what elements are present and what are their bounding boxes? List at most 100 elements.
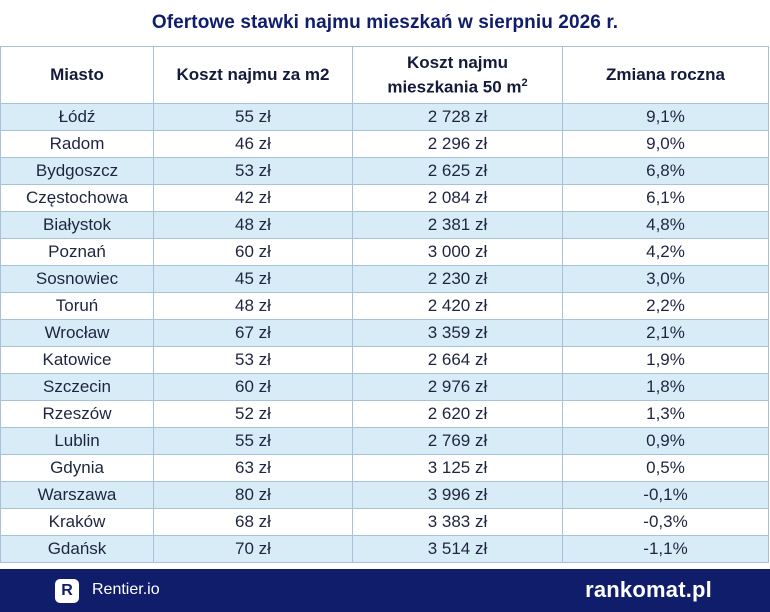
table-body: Łódź 55 zł 2 728 zł 9,1% Radom 46 zł 2 296 zł 9… [0,103,769,563]
cell-cost-flat: 2 620 zł [352,400,563,428]
header-cost-flat: Koszt najmu mieszkania 50 m2 [352,46,563,104]
header-cost-flat-sup: 2 [521,76,528,89]
cell-city: Szczecin [0,373,154,401]
table-row: Katowice 53 zł 2 664 zł 1,9% [0,346,769,374]
table-row: Gdynia 63 zł 3 125 zł 0,5% [0,454,769,482]
table-row: Toruń 48 zł 2 420 zł 2,2% [0,292,769,320]
cell-cost-flat: 3 514 zł [352,535,563,563]
cell-cost-per-m2: 42 zł [153,184,353,212]
cell-annual-change: 9,0% [562,130,769,158]
cell-annual-change: 9,1% [562,103,769,131]
table-row: Białystok 48 zł 2 381 zł 4,8% [0,211,769,239]
cell-cost-flat: 2 296 zł [352,130,563,158]
cell-city: Kraków [0,508,154,536]
cell-cost-per-m2: 63 zł [153,454,353,482]
cell-cost-flat: 2 728 zł [352,103,563,131]
cell-cost-flat: 3 000 zł [352,238,563,266]
cell-cost-flat: 2 976 zł [352,373,563,401]
cell-cost-per-m2: 60 zł [153,238,353,266]
cell-cost-flat: 2 664 zł [352,346,563,374]
table-row: Lublin 55 zł 2 769 zł 0,9% [0,427,769,455]
rent-table: Miasto Koszt najmu za m2 Koszt najmu mie… [0,46,769,563]
cell-city: Gdynia [0,454,154,482]
rentier-logo-icon: R [55,579,79,603]
cell-annual-change: 3,0% [562,265,769,293]
table-row: Kraków 68 zł 3 383 zł -0,3% [0,508,769,536]
cell-city: Warszawa [0,481,154,509]
cell-cost-flat: 2 381 zł [352,211,563,239]
cell-annual-change: 0,9% [562,427,769,455]
cell-cost-flat: 3 359 zł [352,319,563,347]
cell-cost-per-m2: 80 zł [153,481,353,509]
cell-city: Białystok [0,211,154,239]
cell-annual-change: 4,2% [562,238,769,266]
page-title: Ofertowe stawki najmu mieszkań w sierpni… [151,12,619,33]
cell-cost-flat: 2 625 zł [352,157,563,185]
header-city: Miasto [0,46,154,104]
footer-bar: R Rentier.io rankomat.pl [0,569,770,612]
cell-city: Toruń [0,292,154,320]
cell-cost-flat: 2 084 zł [352,184,563,212]
cell-cost-per-m2: 53 zł [153,346,353,374]
table-row: Warszawa 80 zł 3 996 zł -0,1% [0,481,769,509]
cell-cost-per-m2: 45 zł [153,265,353,293]
cell-annual-change: 6,1% [562,184,769,212]
header-cost-flat-line2: mieszkania 50 m [387,77,522,97]
cell-annual-change: 2,1% [562,319,769,347]
table-row: Częstochowa 42 zł 2 084 zł 6,1% [0,184,769,212]
cell-city: Rzeszów [0,400,154,428]
cell-city: Katowice [0,346,154,374]
table-row: Rzeszów 52 zł 2 620 zł 1,3% [0,400,769,428]
cell-annual-change: -0,1% [562,481,769,509]
cell-annual-change: -0,3% [562,508,769,536]
table-row: Sosnowiec 45 zł 2 230 zł 3,0% [0,265,769,293]
cell-cost-per-m2: 60 zł [153,373,353,401]
cell-cost-per-m2: 55 zł [153,103,353,131]
cell-annual-change: 6,8% [562,157,769,185]
cell-city: Wrocław [0,319,154,347]
table-row: Bydgoszcz 53 zł 2 625 zł 6,8% [0,157,769,185]
cell-city: Bydgoszcz [0,157,154,185]
header-cost-per-m2: Koszt najmu za m2 [153,46,353,104]
header-annual-change: Zmiana roczna [562,46,769,104]
cell-annual-change: 1,3% [562,400,769,428]
cell-cost-per-m2: 70 zł [153,535,353,563]
cell-cost-per-m2: 46 zł [153,130,353,158]
cell-cost-per-m2: 67 zł [153,319,353,347]
cell-annual-change: 0,5% [562,454,769,482]
cell-city: Poznań [0,238,154,266]
cell-city: Częstochowa [0,184,154,212]
cell-cost-flat: 2 230 zł [352,265,563,293]
rankomat-brand: rankomat.pl [585,577,712,602]
cell-cost-per-m2: 48 zł [153,211,353,239]
cell-cost-per-m2: 68 zł [153,508,353,536]
cell-cost-per-m2: 53 zł [153,157,353,185]
cell-cost-flat: 3 383 zł [352,508,563,536]
cell-cost-flat: 2 769 zł [352,427,563,455]
cell-city: Gdańsk [0,535,154,563]
cell-city: Łódź [0,103,154,131]
cell-cost-per-m2: 55 zł [153,427,353,455]
cell-cost-flat: 3 125 zł [352,454,563,482]
table-row: Szczecin 60 zł 2 976 zł 1,8% [0,373,769,401]
table-row: Łódź 55 zł 2 728 zł 9,1% [0,103,769,131]
cell-annual-change: -1,1% [562,535,769,563]
header-cost-flat-line1: Koszt najmu [406,52,509,72]
cell-annual-change: 1,9% [562,346,769,374]
table-row: Poznań 60 zł 3 000 zł 4,2% [0,238,769,266]
cell-city: Radom [0,130,154,158]
table-header-row: Miasto Koszt najmu za m2 Koszt najmu mie… [0,46,769,104]
cell-cost-flat: 3 996 zł [352,481,563,509]
cell-city: Lublin [0,427,154,455]
cell-cost-flat: 2 420 zł [352,292,563,320]
table-row: Radom 46 zł 2 296 zł 9,0% [0,130,769,158]
cell-annual-change: 2,2% [562,292,769,320]
cell-cost-per-m2: 52 zł [153,400,353,428]
table-row: Gdańsk 70 zł 3 514 zł -1,1% [0,535,769,563]
cell-annual-change: 1,8% [562,373,769,401]
cell-cost-per-m2: 48 zł [153,292,353,320]
rentier-brand: Rentier.io [92,581,160,598]
table-row: Wrocław 67 zł 3 359 zł 2,1% [0,319,769,347]
cell-city: Sosnowiec [0,265,154,293]
cell-annual-change: 4,8% [562,211,769,239]
